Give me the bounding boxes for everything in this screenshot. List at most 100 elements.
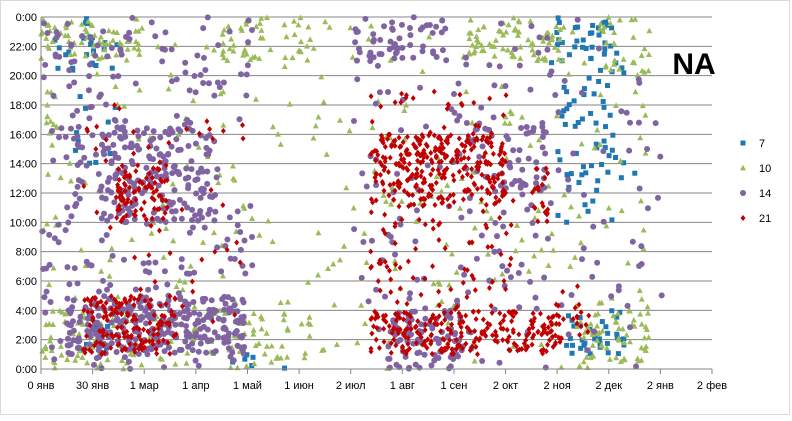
data-point <box>379 162 385 169</box>
data-point <box>445 196 451 203</box>
data-point <box>250 327 257 333</box>
data-point <box>77 94 83 100</box>
data-point <box>79 321 86 327</box>
data-point <box>175 169 182 176</box>
data-point <box>549 321 555 328</box>
data-point <box>106 256 113 263</box>
data-point <box>608 43 614 49</box>
data-point <box>59 308 66 315</box>
data-point <box>597 25 604 32</box>
x-tick-label: 2 фев <box>697 380 727 392</box>
data-point <box>451 199 457 206</box>
data-point <box>436 159 442 166</box>
data-point <box>95 347 102 354</box>
data-point <box>146 334 153 340</box>
data-point <box>324 265 331 271</box>
data-point <box>505 21 512 28</box>
data-point <box>220 47 227 54</box>
data-point <box>139 190 146 197</box>
data-point <box>391 325 397 332</box>
data-point <box>177 296 184 303</box>
data-point <box>399 163 405 170</box>
data-point <box>44 113 51 119</box>
data-point <box>401 187 407 194</box>
data-point <box>652 120 659 127</box>
data-point <box>95 312 102 319</box>
data-point <box>94 339 100 346</box>
data-point <box>619 65 625 71</box>
data-point <box>456 310 462 317</box>
data-point <box>72 191 79 198</box>
data-point <box>374 324 380 331</box>
data-point <box>394 299 400 306</box>
data-point <box>455 80 462 87</box>
data-point <box>535 207 542 214</box>
data-point <box>75 335 82 342</box>
data-point <box>127 297 133 304</box>
data-point <box>243 51 250 57</box>
data-point <box>388 349 394 356</box>
data-point <box>133 16 140 22</box>
data-point <box>615 351 621 357</box>
data-point <box>430 166 436 173</box>
data-point <box>46 320 53 327</box>
data-point <box>546 314 552 321</box>
data-point <box>545 324 551 331</box>
data-point <box>201 224 208 231</box>
data-point <box>83 162 90 169</box>
data-point <box>627 338 634 345</box>
data-point <box>131 216 138 223</box>
data-point <box>387 181 393 188</box>
data-point <box>503 286 509 293</box>
data-point <box>44 88 51 95</box>
data-point <box>58 351 65 358</box>
data-point <box>164 177 170 184</box>
data-point <box>170 163 177 170</box>
data-point <box>570 150 577 157</box>
data-point <box>644 303 651 310</box>
x-tick-label: 1 сен <box>440 380 467 392</box>
data-point <box>245 17 252 24</box>
data-point <box>238 27 245 33</box>
data-point <box>184 204 191 211</box>
data-point <box>588 110 594 116</box>
data-point <box>157 134 164 141</box>
data-point <box>535 328 541 335</box>
data-point <box>532 232 539 239</box>
data-point <box>601 104 607 110</box>
data-point <box>392 265 399 272</box>
data-point <box>457 320 463 327</box>
data-point <box>75 177 82 184</box>
data-point <box>263 330 270 336</box>
data-point <box>596 32 602 38</box>
data-point <box>64 20 71 27</box>
data-point <box>135 133 142 140</box>
data-point <box>202 66 209 73</box>
data-point <box>173 331 179 338</box>
data-point <box>549 327 555 334</box>
data-point <box>92 330 99 337</box>
data-point <box>488 302 494 309</box>
data-point <box>370 199 376 206</box>
data-point <box>614 331 620 337</box>
data-point <box>555 212 561 218</box>
data-point <box>533 174 540 181</box>
data-point <box>609 147 615 153</box>
data-point <box>367 57 374 64</box>
data-point <box>457 264 464 271</box>
data-point <box>517 43 524 50</box>
data-point <box>485 173 491 180</box>
x-tick-label: 1 май <box>233 380 262 392</box>
data-point <box>448 250 455 257</box>
data-point <box>166 139 172 146</box>
data-point <box>424 154 430 161</box>
data-point <box>603 222 610 229</box>
data-point <box>200 25 207 32</box>
data-point <box>488 215 495 221</box>
data-point <box>186 311 193 318</box>
data-point <box>173 76 180 83</box>
data-point <box>207 193 214 200</box>
data-point <box>374 312 380 319</box>
data-point <box>572 304 578 311</box>
data-point <box>192 357 199 364</box>
